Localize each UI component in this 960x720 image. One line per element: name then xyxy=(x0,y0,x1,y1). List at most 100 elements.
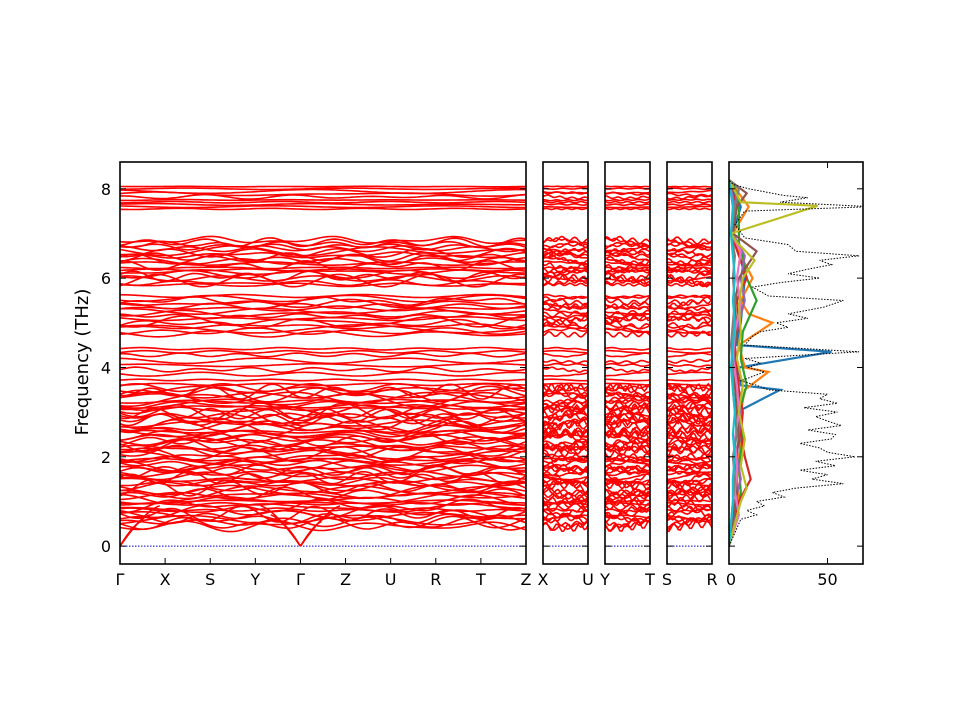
phonon-band xyxy=(605,257,650,267)
phonon-band xyxy=(543,349,588,354)
x-tick-label: Z xyxy=(521,570,532,589)
phonon-band xyxy=(667,394,712,404)
phonon-band xyxy=(120,444,526,452)
phonon-band xyxy=(605,200,650,204)
phonon-band xyxy=(120,476,526,487)
phonon-band xyxy=(543,191,588,195)
phonon-band xyxy=(120,382,526,387)
phonon-band xyxy=(120,433,526,442)
panel-plot-area xyxy=(605,185,650,547)
phonon-band xyxy=(120,185,526,188)
phonon-band xyxy=(605,268,650,274)
phonon-band xyxy=(543,240,588,249)
phonon-band xyxy=(605,191,650,195)
phonon-band xyxy=(667,400,712,410)
phonon-band xyxy=(667,436,712,446)
phonon-band xyxy=(667,198,712,202)
phonon-band xyxy=(120,478,526,497)
phonon-band xyxy=(120,307,526,315)
phonon-band xyxy=(120,429,526,435)
phonon-band xyxy=(605,300,650,309)
y-tick-label: 4 xyxy=(101,358,111,377)
phonon-band xyxy=(667,240,712,249)
x-tick-label: S xyxy=(205,570,215,589)
phonon-band xyxy=(605,498,650,510)
phonon-band xyxy=(543,256,588,266)
x-tick-label: Z xyxy=(340,570,351,589)
phonon-band xyxy=(605,255,650,265)
phonon-band xyxy=(667,426,712,435)
phonon-band xyxy=(605,203,650,207)
phonon-band xyxy=(120,444,526,455)
phonon-band xyxy=(543,492,588,500)
x-tick-label: R xyxy=(430,570,441,589)
phonon-band xyxy=(120,403,526,412)
phonon-band xyxy=(543,314,588,320)
y-tick-label: 8 xyxy=(101,180,111,199)
phonon-band xyxy=(120,244,526,257)
phonon-band xyxy=(667,461,712,466)
phonon-band xyxy=(120,453,526,464)
phonon-band xyxy=(667,324,712,330)
phonon-band xyxy=(605,248,650,257)
panel-frame xyxy=(728,161,864,565)
phonon-band xyxy=(120,202,526,207)
panel-frame xyxy=(666,161,713,565)
phonon-band xyxy=(120,459,526,473)
phonon-band xyxy=(605,420,650,432)
phonon-band xyxy=(605,271,650,283)
phonon-band xyxy=(605,198,650,202)
phonon-band xyxy=(667,403,712,416)
phonon-band xyxy=(120,240,526,249)
phonon-band xyxy=(543,438,588,447)
phonon-band xyxy=(605,412,650,419)
phonon-band xyxy=(120,188,526,195)
phonon-band xyxy=(543,235,588,244)
phonon-band xyxy=(120,501,526,506)
phonon-band xyxy=(543,359,588,365)
phonon-band xyxy=(543,394,588,407)
phonon-band xyxy=(667,481,712,487)
phonon-band xyxy=(667,294,712,299)
x-tick-label: U xyxy=(385,570,397,589)
phonon-band xyxy=(543,416,588,432)
phonon-band xyxy=(667,205,712,209)
phonon-band xyxy=(120,391,526,400)
phonon-band xyxy=(120,193,526,200)
phonon-band xyxy=(667,270,712,283)
y-tick-label: 6 xyxy=(101,269,111,288)
phonon-band xyxy=(543,402,588,422)
phonon-band xyxy=(543,518,588,532)
phonon-band xyxy=(667,437,712,446)
phonon-band xyxy=(605,433,650,445)
phonon-band xyxy=(120,256,526,266)
x-tick-label: Y xyxy=(599,570,610,589)
phonon-band xyxy=(120,432,526,447)
phonon-band xyxy=(120,235,526,245)
y-tick-label: 0 xyxy=(101,537,111,556)
phonon-band xyxy=(543,246,588,253)
phonon-band xyxy=(120,515,526,529)
phonon-band xyxy=(120,378,526,382)
phonon-band xyxy=(605,371,650,377)
panel-frame xyxy=(604,161,651,565)
phonon-band xyxy=(605,400,650,410)
phonon-band xyxy=(667,444,712,452)
phonon-band xyxy=(543,205,588,209)
phonon-band xyxy=(605,382,650,386)
phonon-band xyxy=(120,399,526,405)
phonon-band xyxy=(543,293,588,300)
phonon-band xyxy=(543,301,588,309)
phonon-band xyxy=(605,187,650,190)
phonon-band xyxy=(543,508,588,519)
phonon-band xyxy=(605,389,650,402)
phonon-band xyxy=(543,266,588,270)
phonon-band xyxy=(543,516,588,529)
phonon-band xyxy=(667,515,712,523)
phonon-band xyxy=(120,205,526,209)
phonon-band xyxy=(667,347,712,351)
projected-dos-series xyxy=(729,179,819,547)
phonon-band xyxy=(543,187,588,190)
phonon-band xyxy=(120,251,526,259)
